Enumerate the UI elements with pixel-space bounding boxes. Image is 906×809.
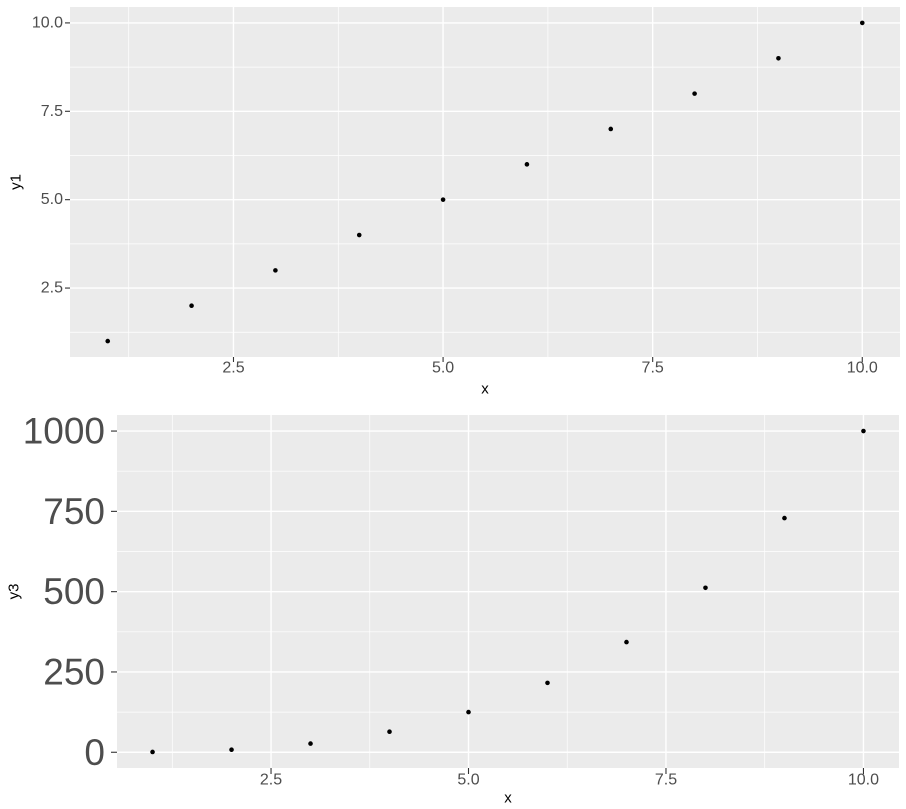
- scatter-plot-y3-vs-x: 2.5 5.0 7.5 10.0 0 250 500 750 1000 x y3: [0, 410, 906, 809]
- y-tick-label: 0: [84, 732, 105, 773]
- y-tick-label: 750: [43, 491, 105, 532]
- scatter-plot-y3-svg: 2.5 5.0 7.5 10.0 0 250 500 750 1000 x y3: [6, 411, 899, 807]
- x-tick-label: 10.0: [848, 772, 879, 789]
- x-tick-label: 5.0: [432, 360, 454, 377]
- major-gridlines: [117, 415, 899, 768]
- x-tick-label: 7.5: [642, 360, 664, 377]
- data-point: [466, 709, 471, 715]
- data-point: [524, 162, 530, 167]
- y-tick-label: 7.5: [41, 103, 63, 120]
- x-tick-label: 7.5: [655, 772, 677, 789]
- data-point: [356, 232, 362, 238]
- data-point: [782, 515, 787, 521]
- data-point: [308, 741, 313, 746]
- data-point: [105, 338, 111, 344]
- y-tick-label: 500: [43, 571, 105, 612]
- data-point: [150, 749, 155, 755]
- y-tick-labels: 0 250 500 750 1000: [23, 411, 105, 773]
- data-point: [692, 91, 697, 96]
- y-tick-label: 10.0: [32, 14, 63, 31]
- x-axis-title: x: [481, 381, 489, 398]
- data-point: [189, 303, 194, 309]
- x-axis-title: x: [504, 790, 512, 807]
- major-gridlines: [70, 7, 900, 357]
- data-point: [229, 747, 234, 752]
- x-tick-labels: 2.5 5.0 7.5 10.0: [260, 772, 879, 789]
- data-point: [387, 729, 392, 735]
- y-tick-label: 1000: [23, 411, 105, 452]
- minor-gridlines: [70, 7, 900, 357]
- y-axis-title: y3: [6, 584, 23, 600]
- plot-panel: [70, 7, 900, 357]
- data-point: [861, 428, 866, 434]
- data-point: [776, 55, 781, 61]
- data-point: [440, 197, 446, 202]
- minor-gridlines: [117, 415, 899, 768]
- y-tick-label: 250: [43, 651, 105, 692]
- y-tick-labels: 2.5 5.0 7.5 10.0: [32, 14, 63, 296]
- axis-tick-marks: [65, 22, 863, 362]
- data-point: [545, 680, 550, 686]
- y-axis-title: y1: [8, 174, 25, 190]
- data-point: [703, 585, 708, 591]
- y-tick-label: 2.5: [41, 280, 63, 297]
- data-point: [859, 20, 865, 26]
- x-tick-labels: 2.5 5.0 7.5 10.0: [222, 360, 878, 377]
- x-tick-label: 5.0: [457, 772, 479, 789]
- x-tick-label: 10.0: [847, 360, 878, 377]
- data-point: [624, 639, 629, 645]
- scatter-points: [105, 20, 865, 344]
- y-tick-label: 5.0: [41, 191, 63, 208]
- data-point: [273, 268, 278, 273]
- scatter-points: [150, 428, 866, 755]
- x-tick-label: 2.5: [222, 360, 244, 377]
- scatter-plot-y1-vs-x: 2.5 5.0 7.5 10.0 2.5 5.0 7.5 10.0 x y1: [8, 7, 900, 398]
- x-tick-label: 2.5: [260, 772, 282, 789]
- data-point: [608, 126, 614, 132]
- axis-tick-marks: [111, 430, 865, 774]
- scatter-plot-y1-svg: 2.5 5.0 7.5 10.0 2.5 5.0 7.5 10.0 x y1: [8, 7, 900, 398]
